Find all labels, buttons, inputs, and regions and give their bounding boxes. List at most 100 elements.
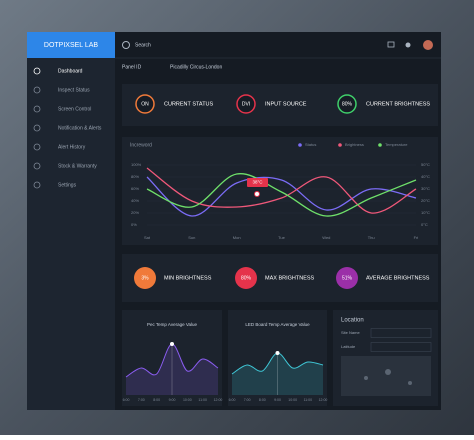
legend-label: Status — [305, 142, 316, 147]
marker — [275, 351, 280, 355]
x-tick-label: 8:00 — [259, 398, 266, 402]
x-tick-label: 12:00 — [214, 398, 223, 402]
brightness-dot — [235, 267, 257, 289]
status-ring — [236, 94, 256, 114]
location-title: Location — [341, 318, 364, 324]
tooltip-point — [254, 191, 260, 197]
status-value: ON — [141, 101, 149, 107]
area-fill — [126, 343, 218, 395]
x-tick-label: Tue — [278, 235, 286, 240]
nav-icon — [33, 143, 41, 151]
x-tick-label: Thu — [368, 235, 375, 240]
tooltip-box — [247, 178, 268, 187]
nav-icon — [33, 181, 41, 189]
brightness-label: MAX BRIGHTNESS — [265, 275, 315, 281]
nav-icon — [33, 105, 41, 113]
brand: DOTPIXSEL LAB — [44, 42, 99, 49]
sidebar — [27, 32, 115, 410]
nav-item[interactable]: Settings — [58, 182, 77, 188]
field-input[interactable] — [370, 342, 432, 352]
y2-tick-label: 20°C — [421, 198, 430, 203]
search[interactable]: Search — [135, 42, 151, 48]
status-label: INPUT SOURCE — [265, 101, 307, 107]
x-tick-label: Wed — [322, 235, 330, 240]
brightness-value: 3% — [141, 275, 149, 281]
nav-icon — [33, 67, 41, 75]
map-pin — [364, 376, 368, 380]
x-tick-label: Mon — [233, 235, 241, 240]
nav-item[interactable]: Dashboard — [58, 68, 83, 74]
chart-title: Increword — [130, 142, 152, 148]
brightness-panel — [122, 254, 438, 302]
legend-label: Temperature — [385, 142, 408, 147]
y2-tick-label: 30°C — [421, 186, 430, 191]
mail-icon[interactable] — [387, 41, 395, 48]
panel-value: Picadilly Circus-London — [170, 64, 222, 70]
x-tick-label: Fri — [414, 235, 419, 240]
status-ring — [337, 94, 357, 114]
status-ring — [135, 94, 155, 114]
x-tick-label: 12:00 — [319, 398, 328, 402]
x-tick-label: 7:00 — [244, 398, 251, 402]
small-panel — [228, 310, 327, 406]
brightness-value: 80% — [241, 275, 252, 281]
x-tick-label: Sat — [144, 235, 151, 240]
nav-item[interactable]: Alert History — [58, 144, 86, 150]
x-tick-label: 11:00 — [198, 398, 207, 402]
brightness-label: MIN BRIGHTNESS — [164, 275, 212, 281]
nav-item[interactable]: Notification & Alerts — [58, 125, 102, 131]
field-label: Site Name — [341, 330, 360, 335]
nav-item[interactable]: Screen Control — [58, 106, 91, 112]
series-line — [146, 167, 417, 214]
y-tick-label: 0% — [131, 222, 137, 227]
nav-item[interactable]: Inspect Status — [58, 87, 90, 93]
brightness-label: AVERAGE BRIGHTNESS — [366, 275, 430, 281]
x-tick-label: Sun — [188, 235, 195, 240]
tooltip: 38°C — [252, 180, 263, 185]
area-fill — [232, 352, 323, 395]
x-tick-label: 9:00 — [274, 398, 281, 402]
legend-swatch — [338, 143, 342, 147]
map[interactable] — [341, 356, 431, 396]
brightness-dot — [336, 267, 358, 289]
status-value: DVI — [242, 101, 250, 107]
nav-icon — [33, 124, 41, 132]
bell-icon[interactable] — [405, 42, 411, 48]
status-label: CURRENT STATUS — [164, 101, 214, 107]
y-tick-label: 80% — [131, 174, 139, 179]
y-tick-label: 40% — [131, 198, 139, 203]
y-tick-label: 20% — [131, 210, 139, 215]
field-label: Latitude — [341, 344, 356, 349]
search-icon — [122, 41, 130, 49]
y2-tick-label: 50°C — [421, 162, 430, 167]
series-line — [146, 173, 417, 217]
small-chart-title: Pec Temp Average Value — [147, 322, 198, 327]
legend-swatch — [378, 143, 382, 147]
nav-icon — [33, 162, 41, 170]
nav-item[interactable]: Stock & Warranty — [58, 163, 97, 169]
x-tick-label: 11:00 — [304, 398, 313, 402]
legend-swatch — [298, 143, 302, 147]
status-label: CURRENT BRIGHTNESS — [366, 101, 430, 107]
y2-tick-label: 10°C — [421, 210, 430, 215]
y-tick-label: 60% — [131, 186, 139, 191]
brand-box — [27, 32, 115, 58]
marker — [170, 342, 174, 346]
x-tick-label: 10:00 — [183, 398, 192, 402]
status-value: 80% — [342, 101, 353, 107]
x-tick-label: 8:00 — [153, 398, 160, 402]
x-tick-label: 10:00 — [288, 398, 297, 402]
y2-tick-label: 40°C — [421, 174, 430, 179]
y-tick-label: 100% — [131, 162, 142, 167]
x-tick-label: 7:00 — [138, 398, 145, 402]
series-line — [146, 176, 417, 217]
field-input[interactable] — [370, 328, 432, 338]
map-pin — [408, 381, 412, 385]
legend-label: Brightness — [345, 142, 364, 147]
x-tick-label: 6:00 — [123, 398, 130, 402]
avatar[interactable] — [423, 40, 433, 50]
panel-label: Panel ID — [122, 64, 142, 70]
small-panel — [122, 310, 222, 406]
map-pin — [385, 369, 391, 375]
